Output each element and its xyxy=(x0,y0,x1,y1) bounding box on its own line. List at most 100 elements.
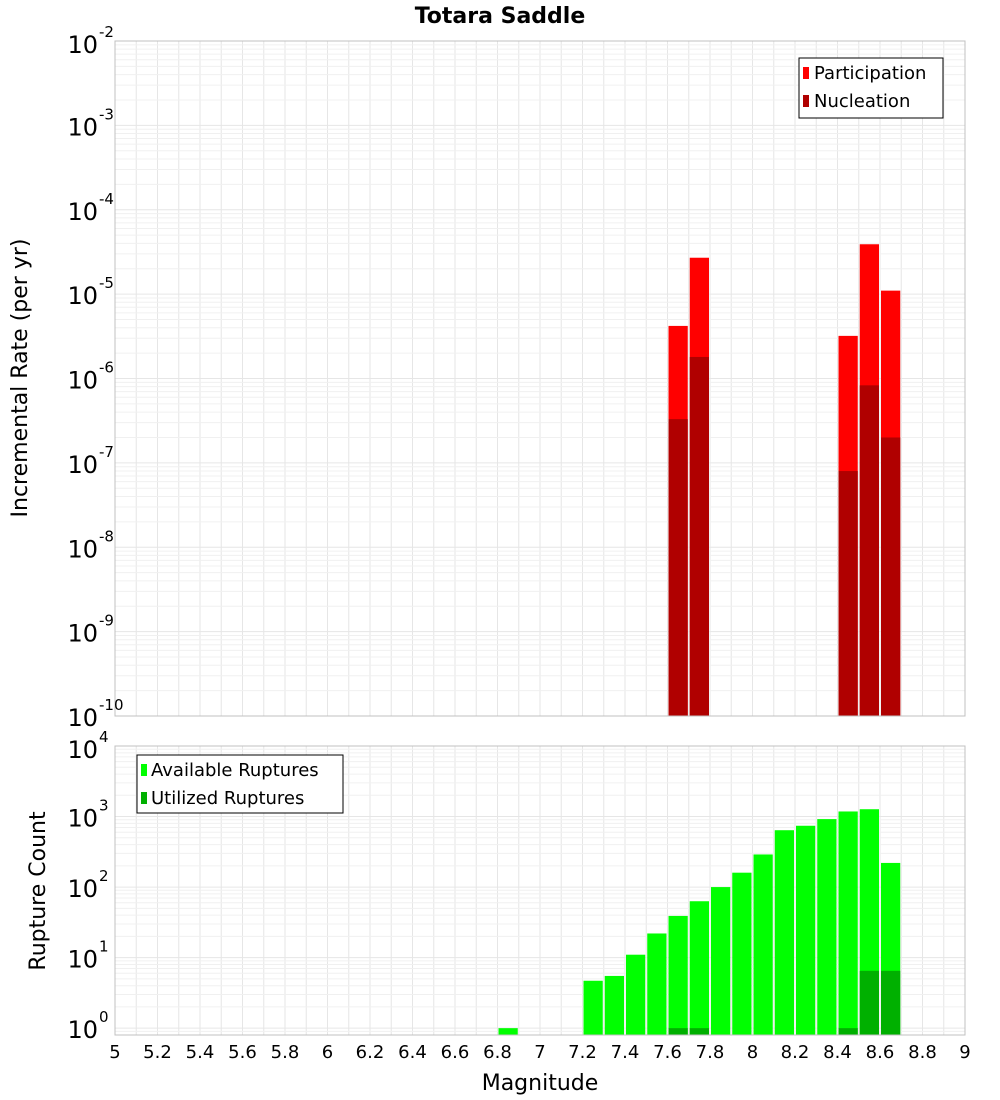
x-tick-label: 7.2 xyxy=(568,1042,597,1063)
x-tick-label: 8.6 xyxy=(866,1042,895,1063)
rate-grid xyxy=(114,40,966,717)
available-ruptures-bar xyxy=(838,811,858,1035)
utilized-ruptures-bar xyxy=(689,1028,709,1035)
x-tick-label: 7.4 xyxy=(611,1042,640,1063)
y-tick-label-base: 10 xyxy=(67,946,98,974)
y-tick-label-exponent: -10 xyxy=(99,696,124,714)
utilized-ruptures-bar xyxy=(859,970,879,1035)
rate-y-axis-title: Incremental Rate (per yr) xyxy=(8,239,33,518)
rate-y-ticks: 10-210-310-410-510-610-710-810-910-10 xyxy=(67,23,123,732)
x-tick-label: 9 xyxy=(959,1042,970,1063)
y-tick-label-base: 10 xyxy=(67,1016,98,1044)
y-tick-label-base: 10 xyxy=(67,282,98,310)
y-tick-label-exponent: -8 xyxy=(99,527,114,545)
x-tick-label: 6.4 xyxy=(398,1042,427,1063)
y-tick-label-exponent: -3 xyxy=(99,105,114,123)
x-tick-label: 7.8 xyxy=(696,1042,725,1063)
available-ruptures-bar xyxy=(498,1028,518,1035)
y-tick-label-exponent: -4 xyxy=(99,190,114,208)
x-tick-label: 8.2 xyxy=(781,1042,810,1063)
available-ruptures-bar xyxy=(774,830,794,1035)
x-tick-label: 5.2 xyxy=(143,1042,172,1063)
x-tick-label: 5.8 xyxy=(271,1042,300,1063)
nucleation-legend-swatch xyxy=(803,95,809,107)
nucleation-bar xyxy=(881,437,901,716)
x-tick-label: 6 xyxy=(322,1042,333,1063)
x-tick-label: 5.4 xyxy=(186,1042,215,1063)
y-tick-label-exponent: 0 xyxy=(99,1008,109,1026)
y-tick-label-base: 10 xyxy=(67,805,98,833)
available-ruptures-bar xyxy=(668,915,688,1035)
rate-panel: 10-210-310-410-510-610-710-810-910-10 In… xyxy=(8,23,966,732)
utilized-legend-label: Utilized Ruptures xyxy=(151,788,304,809)
available-legend-swatch xyxy=(141,764,147,776)
x-tick-label: 6.6 xyxy=(441,1042,470,1063)
available-ruptures-bar xyxy=(689,901,709,1035)
available-ruptures-bar xyxy=(732,872,752,1035)
x-tick-label: 6.2 xyxy=(356,1042,385,1063)
rate-bars xyxy=(668,244,901,717)
available-ruptures-bar xyxy=(647,933,667,1035)
available-ruptures-bar xyxy=(711,887,731,1035)
x-tick-label: 7.6 xyxy=(653,1042,682,1063)
available-ruptures-bar xyxy=(583,980,603,1035)
magnitude-x-ticks: 5 5.2 5.4 5.6 5.8 6 6.2 6.4 6.6 6.8 7 7.2 7.4 7.6 7.8 8… xyxy=(109,1042,970,1063)
y-tick-label-base: 10 xyxy=(67,367,98,395)
y-tick-label-exponent: -7 xyxy=(99,443,114,461)
y-tick-label-base: 10 xyxy=(67,535,98,563)
utilized-ruptures-bar xyxy=(838,1028,858,1035)
magnitude-x-axis-title: Magnitude xyxy=(482,1071,599,1096)
x-tick-label: 5 xyxy=(109,1042,120,1063)
x-tick-label: 5.6 xyxy=(228,1042,257,1063)
chart-title: Totara Saddle xyxy=(415,4,586,29)
y-tick-label-base: 10 xyxy=(67,31,98,59)
nucleation-legend-label: Nucleation xyxy=(814,91,910,112)
x-tick-label: 6.8 xyxy=(483,1042,512,1063)
count-y-axis-title: Rupture Count xyxy=(26,811,51,971)
y-tick-label-exponent: 4 xyxy=(99,728,109,746)
participation-legend-label: Participation xyxy=(814,63,926,84)
count-bars xyxy=(498,809,901,1035)
nucleation-bar xyxy=(689,356,709,716)
utilized-ruptures-bar xyxy=(881,970,901,1035)
nucleation-bar xyxy=(838,471,858,716)
nucleation-bar xyxy=(668,419,688,716)
y-tick-label-exponent: -6 xyxy=(99,359,114,377)
count-plot-frame xyxy=(114,745,966,1036)
y-tick-label-base: 10 xyxy=(67,451,98,479)
y-tick-label-base: 10 xyxy=(67,113,98,141)
available-ruptures-bar xyxy=(753,854,773,1035)
utilized-legend-swatch xyxy=(141,792,147,804)
y-tick-label-base: 10 xyxy=(67,620,98,648)
y-tick-label-base: 10 xyxy=(67,736,98,764)
x-tick-label: 8 xyxy=(747,1042,758,1063)
y-tick-label-exponent: -9 xyxy=(99,612,114,630)
y-tick-label-exponent: -2 xyxy=(99,23,114,41)
participation-legend-swatch xyxy=(803,67,809,79)
available-ruptures-bar xyxy=(604,975,624,1035)
available-ruptures-bar xyxy=(626,954,646,1035)
y-tick-label-exponent: 1 xyxy=(99,938,109,956)
count-legend: Available Ruptures Utilized Ruptures xyxy=(136,754,344,814)
y-tick-label-base: 10 xyxy=(67,198,98,226)
available-legend-label: Available Ruptures xyxy=(151,760,319,781)
utilized-ruptures-bar xyxy=(668,1028,688,1035)
available-ruptures-bar xyxy=(796,825,816,1035)
rate-plot-frame xyxy=(114,40,966,717)
y-tick-label-exponent: -5 xyxy=(99,274,114,292)
rate-legend-box xyxy=(798,57,944,119)
x-tick-label: 8.4 xyxy=(823,1042,852,1063)
available-ruptures-bar xyxy=(817,819,837,1035)
y-tick-label-exponent: 2 xyxy=(99,867,109,885)
y-tick-label-exponent: 3 xyxy=(99,797,109,815)
nucleation-bar xyxy=(859,385,879,716)
y-tick-label-base: 10 xyxy=(67,704,98,732)
x-tick-label: 8.8 xyxy=(908,1042,937,1063)
rate-legend: Participation Nucleation xyxy=(798,57,944,119)
y-tick-label-base: 10 xyxy=(67,875,98,903)
count-legend-box xyxy=(136,754,344,814)
x-tick-label: 7 xyxy=(534,1042,545,1063)
